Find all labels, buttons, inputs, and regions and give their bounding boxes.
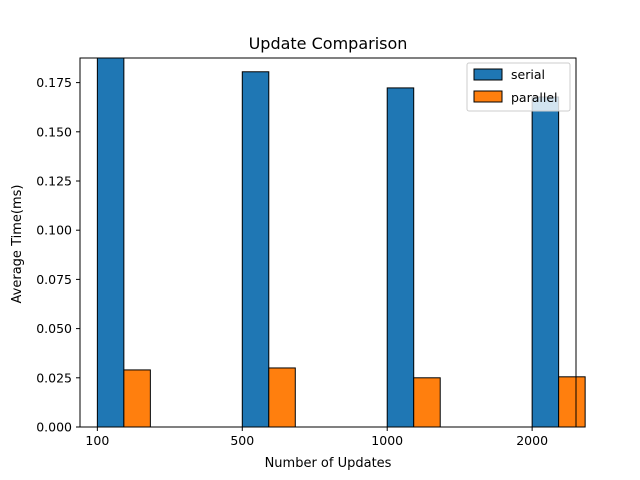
y-tick-label: 0.175 xyxy=(36,75,72,90)
legend-label-parallel: parallel xyxy=(511,90,558,105)
x-tick-label: 2000 xyxy=(516,433,548,448)
y-tick-label: 0.075 xyxy=(36,272,72,287)
bar-serial-2000 xyxy=(531,96,560,428)
y-axis-label: Average Time(ms) xyxy=(10,185,25,304)
y-tick-label: 0.025 xyxy=(36,370,72,385)
y-tick-label: 0.100 xyxy=(36,223,72,238)
bar-parallel-2000 xyxy=(558,376,586,428)
bar-serial-100 xyxy=(96,57,125,428)
x-tick-label: 1000 xyxy=(371,433,403,448)
bar-parallel-1000 xyxy=(413,377,441,428)
y-tick-label: 0.050 xyxy=(36,321,72,336)
legend-label-serial: serial xyxy=(511,67,545,82)
y-tick-label: 0.000 xyxy=(36,420,72,435)
bars-group xyxy=(96,57,586,428)
bar-serial-500 xyxy=(241,71,270,428)
y-ticks-group: 0.000 0.025 0.050 0.075 0.100 0.125 0.150 0.175 xyxy=(36,75,80,435)
chart-title: Update Comparison xyxy=(249,34,408,53)
x-tick-label: 500 xyxy=(230,433,254,448)
y-tick-label: 0.125 xyxy=(36,174,72,189)
x-tick-label: 100 xyxy=(85,433,109,448)
bar-parallel-500 xyxy=(268,367,296,428)
legend-swatch-serial xyxy=(473,68,503,81)
x-axis-label: Number of Updates xyxy=(265,456,392,471)
legend-swatch-parallel xyxy=(473,90,503,103)
x-ticks-group: 100 500 1000 2000 xyxy=(85,427,548,448)
plot-frame xyxy=(79,57,577,428)
legend: serial parallel xyxy=(466,62,571,112)
y-tick-label: 0.150 xyxy=(36,124,72,139)
bar-serial-1000 xyxy=(386,87,415,428)
bar-parallel-100 xyxy=(123,369,151,428)
